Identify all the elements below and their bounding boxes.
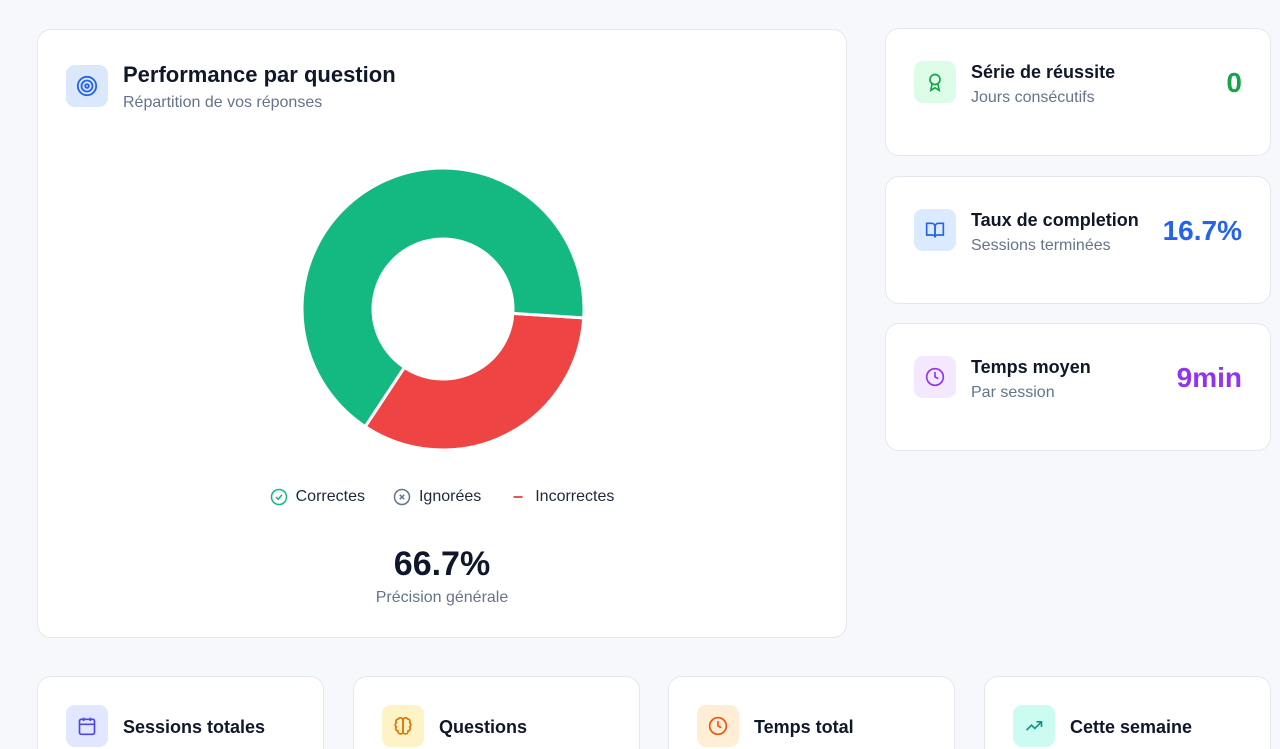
streak-title: Série de réussite bbox=[971, 62, 1116, 82]
streak-subtitle: Jours consécutifs bbox=[971, 89, 1095, 106]
legend-correct-label: Correctes bbox=[295, 488, 365, 505]
award-icon bbox=[914, 61, 956, 103]
chart-legend: Correctes Ignorées Incorrectes bbox=[38, 488, 846, 506]
legend-incorrect-label: Incorrectes bbox=[535, 488, 615, 505]
check-circle-icon bbox=[270, 488, 287, 506]
legend-skipped[interactable]: Ignorées bbox=[393, 488, 481, 506]
streak-card: Série de réussite Jours consécutifs 0 bbox=[885, 28, 1271, 156]
sessions-title: Sessions totales bbox=[123, 717, 266, 737]
avg-time-value: 9min bbox=[1176, 362, 1242, 393]
legend-skipped-label: Ignorées bbox=[418, 488, 482, 505]
x-circle-icon bbox=[393, 488, 411, 506]
total-time-card: Temps total bbox=[668, 676, 955, 749]
sessions-card: Sessions totales bbox=[37, 676, 324, 749]
clock-icon bbox=[914, 356, 956, 398]
week-title: Cette semaine bbox=[1070, 717, 1193, 737]
donut-slice-correctes[interactable] bbox=[302, 168, 584, 429]
target-icon bbox=[66, 65, 108, 107]
questions-title: Questions bbox=[439, 717, 528, 737]
avg-time-subtitle: Par session bbox=[971, 384, 1055, 401]
accuracy-label: Précision générale bbox=[375, 589, 509, 606]
brain-icon bbox=[382, 705, 424, 747]
streak-value: 0 bbox=[1226, 67, 1242, 98]
avg-time-card: Temps moyen Par session 9min bbox=[885, 323, 1271, 451]
completion-value: 16.7% bbox=[1162, 215, 1242, 246]
clock-icon bbox=[697, 705, 739, 747]
donut-chart bbox=[302, 168, 584, 450]
performance-title: Performance par question bbox=[123, 62, 396, 87]
questions-card: Questions bbox=[353, 676, 640, 749]
completion-title: Taux de completion bbox=[971, 210, 1139, 230]
avg-time-title: Temps moyen bbox=[971, 357, 1091, 377]
donut-slice-incorrectes[interactable] bbox=[363, 311, 584, 450]
minus-icon bbox=[513, 496, 523, 498]
performance-card: Performance par question Répartition de … bbox=[37, 29, 847, 638]
legend-correct[interactable]: Correctes bbox=[270, 488, 365, 506]
accuracy-value: 66.7% bbox=[393, 545, 491, 583]
completion-card: Taux de completion Sessions terminées 16… bbox=[885, 176, 1271, 304]
legend-incorrect[interactable]: Incorrectes bbox=[509, 488, 614, 506]
week-card: Cette semaine bbox=[984, 676, 1271, 749]
calendar-icon bbox=[66, 705, 108, 747]
total-time-title: Temps total bbox=[754, 717, 854, 737]
completion-subtitle: Sessions terminées bbox=[971, 237, 1111, 254]
trending-up-icon bbox=[1013, 705, 1055, 747]
performance-subtitle: Répartition de vos réponses bbox=[123, 94, 323, 111]
book-open-icon bbox=[914, 209, 956, 251]
